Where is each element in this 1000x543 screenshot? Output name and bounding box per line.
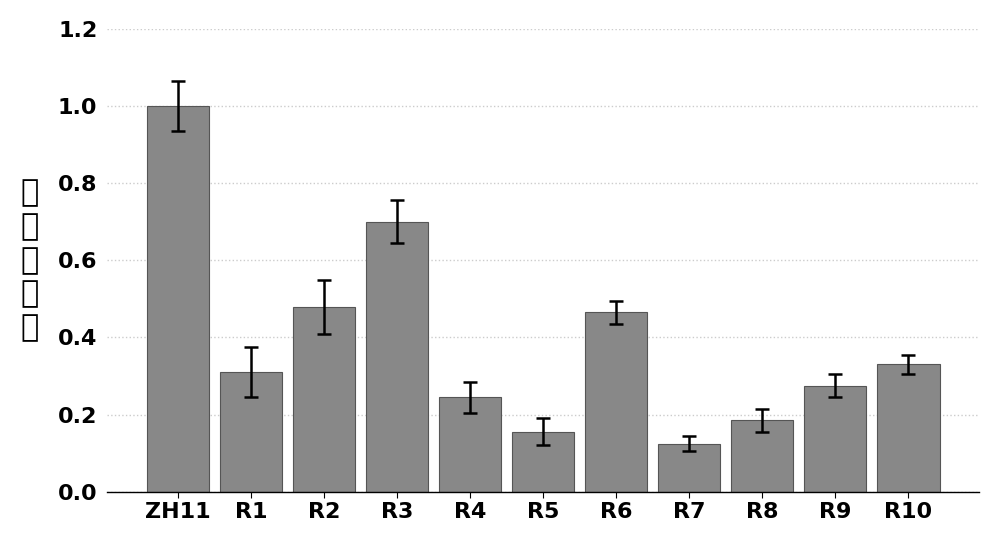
- Bar: [220, 372, 282, 492]
- Bar: [877, 364, 940, 492]
- Bar: [147, 106, 209, 492]
- Bar: [731, 420, 793, 492]
- Bar: [439, 397, 501, 492]
- Bar: [804, 386, 866, 492]
- Bar: [658, 444, 720, 492]
- Bar: [512, 432, 574, 492]
- Bar: [366, 222, 428, 492]
- Bar: [293, 307, 355, 492]
- Bar: [585, 312, 647, 492]
- Y-axis label: 相
对
表
达
量: 相 对 表 达 量: [21, 179, 39, 342]
